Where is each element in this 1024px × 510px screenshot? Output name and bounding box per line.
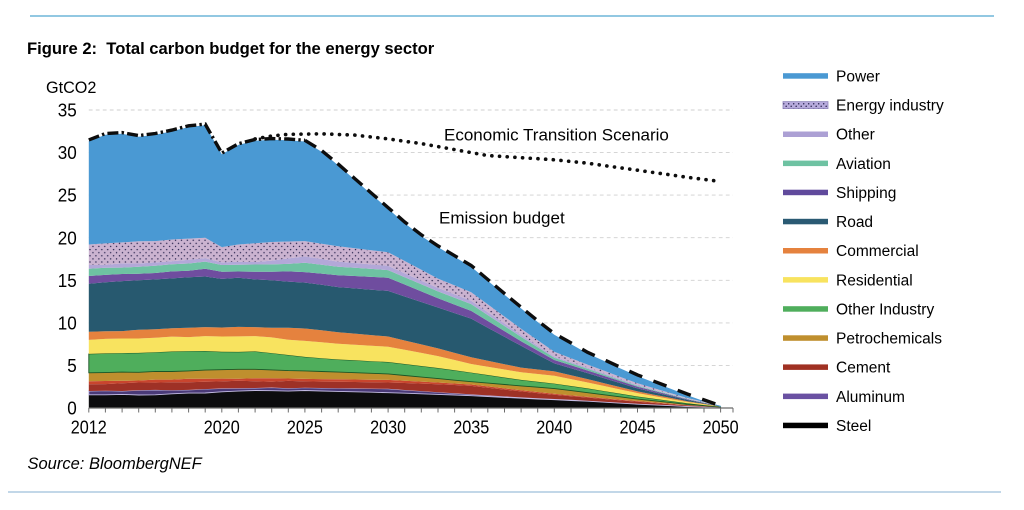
svg-text:Shipping: Shipping <box>836 185 896 202</box>
svg-text:Road: Road <box>836 214 873 231</box>
svg-text:GtCO2: GtCO2 <box>46 79 96 97</box>
svg-text:2050: 2050 <box>703 417 739 438</box>
svg-text:2030: 2030 <box>370 417 406 438</box>
svg-text:25: 25 <box>58 185 77 206</box>
svg-text:Cement: Cement <box>836 360 891 377</box>
svg-text:15: 15 <box>58 270 77 291</box>
svg-text:35: 35 <box>58 100 77 121</box>
svg-text:5: 5 <box>67 355 77 376</box>
svg-text:Source: BloombergNEF: Source: BloombergNEF <box>28 455 203 473</box>
svg-text:2035: 2035 <box>453 417 489 438</box>
svg-text:20: 20 <box>58 227 77 248</box>
svg-text:0: 0 <box>67 398 77 419</box>
svg-text:Commercial: Commercial <box>836 243 919 260</box>
svg-text:2020: 2020 <box>204 417 240 438</box>
svg-text:Petrochemicals: Petrochemicals <box>836 331 942 348</box>
svg-text:2012: 2012 <box>71 417 107 438</box>
svg-text:Other: Other <box>836 127 875 144</box>
svg-text:10: 10 <box>58 313 77 334</box>
svg-text:Figure 2: Total carbon budget: Figure 2: Total carbon budget for the en… <box>27 39 435 58</box>
svg-text:Emission budget: Emission budget <box>439 209 565 228</box>
svg-text:Energy industry: Energy industry <box>836 98 944 115</box>
svg-text:30: 30 <box>58 142 77 163</box>
svg-text:Power: Power <box>836 69 880 86</box>
svg-text:2045: 2045 <box>620 417 656 438</box>
svg-text:2025: 2025 <box>287 417 323 438</box>
svg-text:Steel: Steel <box>836 418 871 435</box>
svg-text:Aluminum: Aluminum <box>836 389 905 406</box>
svg-text:Economic Transition Scenario: Economic Transition Scenario <box>444 126 669 145</box>
svg-text:2040: 2040 <box>536 417 572 438</box>
svg-text:Aviation: Aviation <box>836 156 891 173</box>
svg-text:Other Industry: Other Industry <box>836 302 934 319</box>
svg-text:Residential: Residential <box>836 272 913 289</box>
